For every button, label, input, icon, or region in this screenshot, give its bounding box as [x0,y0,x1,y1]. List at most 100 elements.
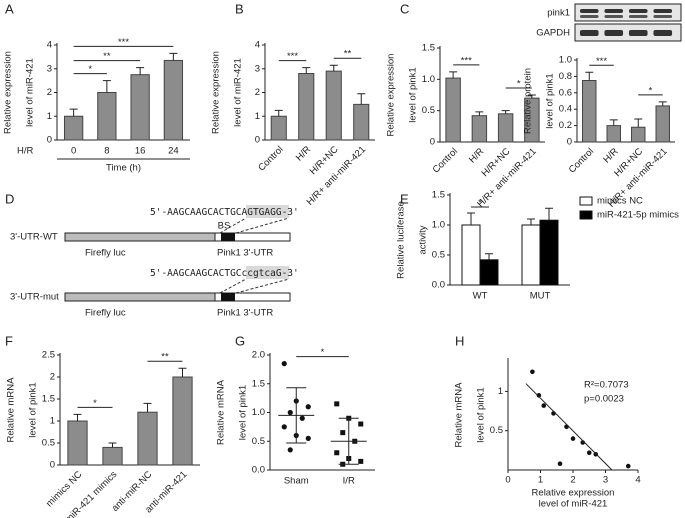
trend-line [525,383,613,471]
blot-band [628,30,648,36]
y-axis-label: level of miR-421 [233,58,244,127]
y-tick-label: 0.5 [252,436,265,447]
panel-letter: E [400,191,409,206]
y-tick-label: 1 [50,416,55,427]
error-bar [329,64,338,72]
y-tick-label: 2 [255,87,260,98]
bar [67,420,88,466]
x-tick-label: 0 [505,475,510,486]
y-tick-label: 0 [567,137,572,148]
error-bar [485,253,493,260]
x-tick-label: H/R [467,146,486,165]
y-tick-label: 0.5 [490,425,503,436]
y-tick-label: 0.5 [422,105,435,116]
y-tick-label: 2.0 [252,350,265,361]
y-tick-label: 0 [255,135,260,146]
y-axis-label: Relative protein [523,68,534,134]
utr-label: Pink1 3'-UTR [217,248,273,259]
bar [461,224,481,286]
y-axis-label: level of miR-421 [25,58,36,127]
error-bar [143,402,152,413]
x-tick-label: Control [256,144,285,173]
x-tick-label: I/R [343,476,355,487]
seq-part: 5'-AAGCAAGCACTGC [150,207,242,218]
point [281,424,287,430]
blot-band [653,30,673,36]
y-axis-label: level of pink1 [476,387,487,442]
y-tick-label: 1.5 [252,378,265,389]
seq-seed: AGTGAGG [242,207,282,218]
seq-seed: ccgtcaG [242,268,282,279]
y-axis-label: Relative expression [3,51,14,134]
x-tick-label: 4 [635,475,640,486]
utr-box [214,232,291,242]
x-tick-label: 1 [538,475,543,486]
error-bar [274,109,283,117]
point [358,458,364,464]
legend-swatch [579,210,593,220]
blot-label: GAPDH [536,28,570,39]
y-tick-label: 1.0 [432,220,445,231]
x-tick-label: 16 [135,146,146,157]
panel-letter: A [5,1,14,16]
bar [521,224,541,286]
significance-label: ** [103,51,111,62]
blot-label: pink1 [547,8,570,19]
row-label: H/R [17,146,34,157]
y-tick-label: 1 [498,386,503,397]
x-tick-label: H/R [294,144,313,163]
y-tick-label: 1 [255,111,260,122]
panel-d: D 5'-AAGCAAGCACTGCAGTGAGG-3' BS 3'-UTR-W… [5,191,299,318]
bar [130,74,150,141]
point [625,463,631,469]
point [586,450,592,456]
y-tick-label: 0.6 [559,87,572,98]
blot-band [653,9,673,13]
y-axis-label: activity [418,225,429,254]
seq-part: 5'-AAGCAAGCACTGC [150,268,242,279]
y-tick-label: 1 [47,111,52,122]
y-tick-label: 0.8 [559,71,572,82]
legend-swatch [579,196,593,206]
significance-label: ** [344,49,352,60]
y-tick-label: 1.5 [432,190,445,201]
error-bar [136,67,145,75]
y-tick-label: 3 [255,63,260,74]
bar [325,70,342,141]
y-axis-label: level of pink1 [545,73,556,128]
bar [479,259,499,286]
blot-band [604,15,624,18]
y-axis-label: Relative mRNA [454,382,465,448]
error-bar [658,101,667,106]
significance-label: *** [118,37,129,48]
error-bar [467,212,475,225]
x-tick-label: 24 [168,146,179,157]
y-tick-label: 0.5 [42,438,55,449]
blot-frame [574,23,682,42]
y-axis-label: Relative expression [386,54,397,137]
bar [298,73,315,141]
bar [172,376,193,466]
point [541,403,547,408]
error-bar [169,52,178,61]
seed-highlight [246,266,289,279]
bar [102,446,123,466]
significance-label: * [321,347,325,358]
x-tick-label: 0 [71,146,76,157]
error-bar [527,94,536,99]
connector [219,217,247,234]
y-axis-label: Relative luciferase [396,201,407,279]
bar [63,115,84,141]
x-tick-label: Sham [284,476,309,487]
significance-label: ** [161,352,169,363]
site-box [221,233,235,241]
y-tick-label: 2 [50,372,55,383]
bar [539,219,559,286]
x-tick-label: WT [473,291,488,302]
luc-label: Firefly luc [85,248,126,259]
luc-box [64,232,216,242]
error-bar [302,67,311,74]
sequence: 5'-AAGCAAGCACTGCccgtcaG-3' [150,268,299,279]
y-tick-label: 0 [430,137,435,148]
